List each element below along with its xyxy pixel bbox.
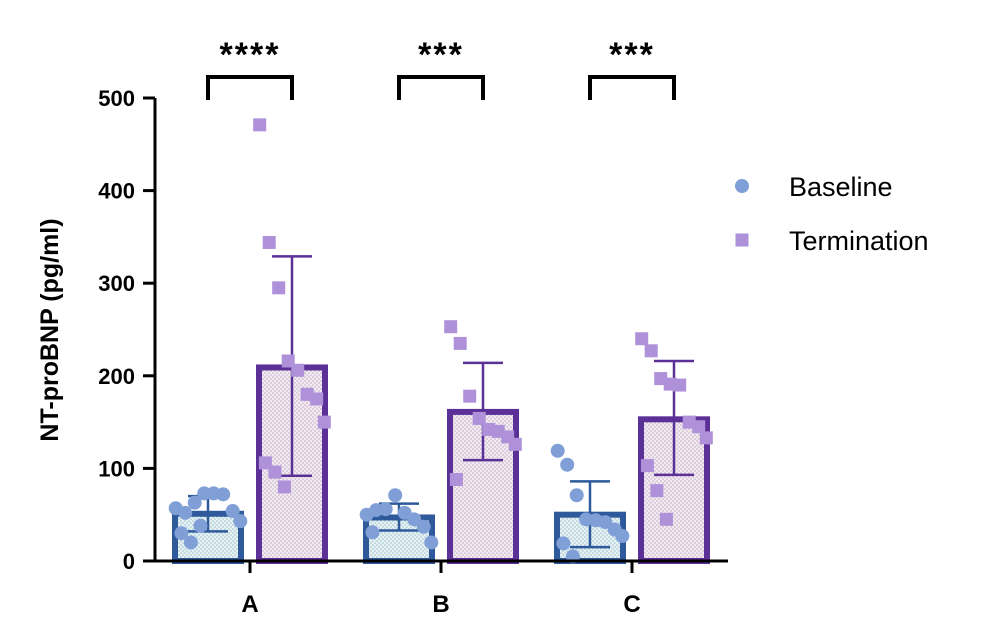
- data-point-baseline-c: [598, 515, 613, 530]
- data-point-termination-b: [453, 336, 467, 350]
- legend: Baseline Termination: [735, 172, 929, 256]
- significance-bracket-b: ***: [397, 36, 485, 100]
- data-point-termination-c: [635, 332, 649, 346]
- data-point-baseline-a: [233, 514, 248, 529]
- data-point-termination-a: [317, 415, 331, 429]
- data-point-baseline-b: [407, 512, 422, 527]
- data-point-termination-a: [272, 281, 286, 295]
- legend-label: Baseline: [789, 172, 893, 202]
- data-point-termination-c: [659, 512, 673, 526]
- data-point-baseline-a: [183, 535, 198, 550]
- bracket-line: [588, 75, 676, 100]
- data-point-baseline-a: [174, 526, 189, 541]
- data-point-termination-a: [262, 235, 276, 249]
- significance-label: ***: [418, 36, 464, 74]
- y-axis-label: NT-proBNP (pg/ml): [36, 218, 64, 441]
- data-point-baseline-a: [193, 518, 208, 533]
- bracket-line: [397, 75, 485, 100]
- data-point-termination-b: [472, 411, 486, 425]
- data-point-termination-b: [449, 473, 463, 487]
- data-point-termination-b: [508, 437, 522, 451]
- data-point-baseline-a: [178, 505, 193, 520]
- data-point-termination-c: [640, 459, 654, 473]
- data-point-termination-a: [253, 118, 267, 132]
- legend-item-termination: Termination: [735, 226, 929, 256]
- y-tick-label: 400: [98, 179, 135, 204]
- data-point-termination-b: [444, 320, 458, 334]
- bracket-line: [206, 75, 294, 100]
- legend-marker: [735, 179, 749, 193]
- data-point-termination-a: [291, 363, 305, 377]
- data-point-termination-a: [268, 465, 282, 479]
- legend-marker: [735, 233, 749, 247]
- data-point-baseline-c: [569, 488, 584, 503]
- legend-label: Termination: [789, 226, 929, 256]
- y-tick-label: 500: [98, 86, 135, 111]
- data-point-baseline-a: [187, 495, 202, 510]
- legend-item-baseline: Baseline: [735, 172, 893, 202]
- data-point-termination-c: [692, 420, 706, 434]
- data-point-termination-c: [673, 378, 687, 392]
- data-point-baseline-a: [216, 487, 231, 502]
- y-tick-label: 200: [98, 364, 135, 389]
- x-tick-label: C: [623, 591, 640, 618]
- data-point-termination-a: [310, 392, 324, 406]
- significance-label: ****: [220, 36, 281, 74]
- y-tick-label: 0: [123, 549, 135, 574]
- data-point-baseline-b: [378, 502, 393, 517]
- data-point-termination-b: [463, 389, 477, 403]
- data-point-baseline-c: [615, 528, 630, 543]
- data-point-baseline-c: [556, 536, 571, 551]
- y-tick-label: 300: [98, 271, 135, 296]
- data-point-baseline-b: [388, 488, 403, 503]
- significance-bracket-a: ****: [206, 36, 294, 100]
- data-points-layer: [168, 118, 713, 564]
- axes-layer: 0 100 200 300 400 500 A B C: [98, 86, 728, 618]
- data-point-termination-c: [699, 431, 713, 445]
- data-point-baseline-c: [560, 457, 575, 472]
- data-point-baseline-b: [416, 519, 431, 534]
- significance-bracket-c: ***: [588, 36, 676, 100]
- error-bar-termination-b: [463, 361, 503, 462]
- data-point-termination-c: [650, 484, 664, 498]
- x-tick-label: B: [432, 591, 449, 618]
- data-point-baseline-b: [424, 535, 439, 550]
- x-tick-label: A: [241, 591, 258, 618]
- data-point-baseline-c: [550, 443, 565, 458]
- data-point-termination-c: [644, 344, 658, 358]
- significance-layer: **** *** ***: [206, 36, 676, 100]
- data-point-termination-a: [277, 480, 291, 494]
- significance-label: ***: [609, 36, 655, 74]
- y-tick-label: 100: [98, 456, 135, 481]
- data-point-baseline-b: [365, 525, 380, 540]
- data-point-baseline-a: [225, 503, 240, 518]
